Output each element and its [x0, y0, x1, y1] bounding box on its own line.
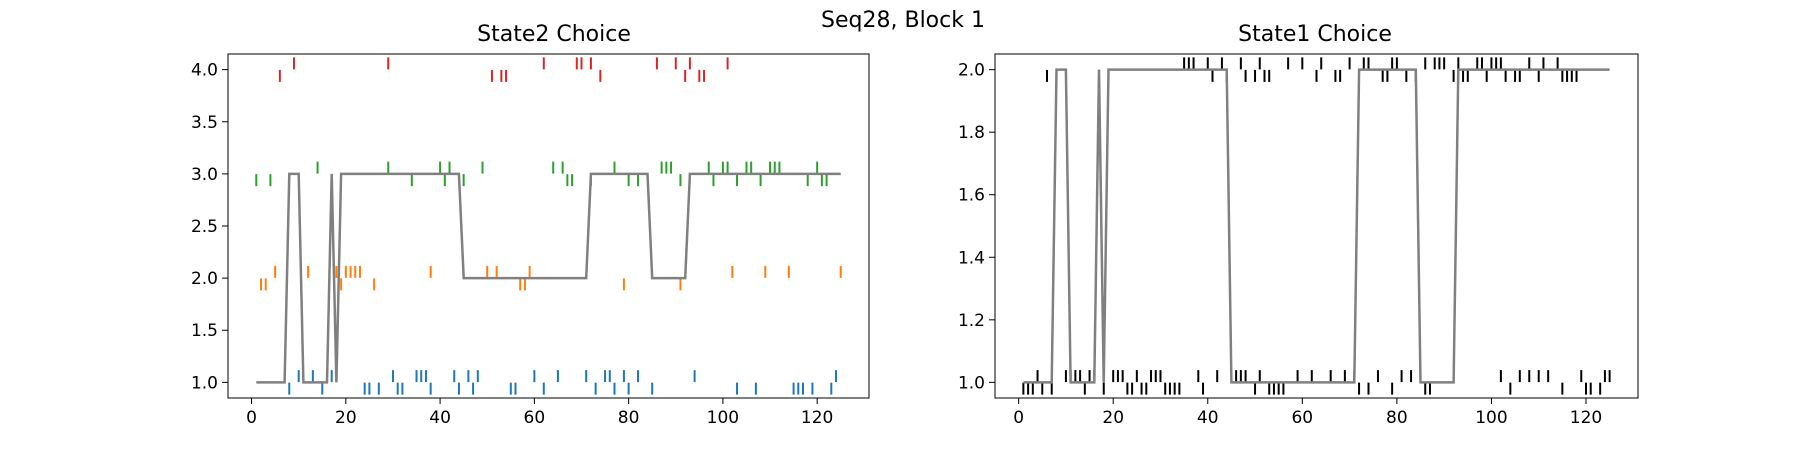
- left-chart-ytick-label: 4.0: [191, 61, 218, 81]
- right-chart-xtick-label: 80: [1386, 408, 1408, 428]
- left-chart-xtick-label: 100: [707, 408, 739, 428]
- left-chart-ytick-label: 1.5: [191, 321, 218, 341]
- left-chart-choice-line: [256, 172, 841, 384]
- left-chart-ytick-label: 1.0: [191, 373, 218, 393]
- right-chart-ytick-label: 1.2: [958, 311, 985, 331]
- right-chart-title: State1 Choice: [1238, 22, 1392, 47]
- left-chart-xtick-label: 20: [335, 408, 357, 428]
- left-chart-xtick-label: 40: [429, 408, 451, 428]
- right-chart-xtick-label: 60: [1291, 408, 1313, 428]
- figure-suptitle: Seq28, Block 1: [821, 8, 985, 33]
- left-chart-xtick-label: 60: [524, 408, 546, 428]
- right-chart-xtick-label: 100: [1475, 408, 1507, 428]
- right-chart-ytick-label: 1.8: [958, 123, 985, 143]
- right-chart-xtick-label: 120: [1570, 408, 1602, 428]
- left-chart-frame: [227, 53, 870, 399]
- right-chart-ytick-label: 1.0: [958, 373, 985, 393]
- right-chart-choice-line: [1023, 68, 1610, 384]
- left-chart-content: 0 20 40 60 80 100 120 1.0 1.5 2.0 2.5 3.0 3.5 4.0: [191, 57, 842, 428]
- left-chart-xtick-label: 80: [618, 408, 640, 428]
- right-chart-ytick-label: 1.4: [958, 248, 985, 268]
- right-chart-content: 0 20 40 60 80 100 120 1.0 1.2 1.4 1.6 1.8 2.0: [958, 57, 1611, 428]
- right-chart-xtick-label: 40: [1197, 408, 1219, 428]
- left-chart-xtick-label: 120: [801, 408, 833, 428]
- right-chart: State1 Choice 0 20 40 60 80 100 120 1.0 1.2 1.4 1.…: [958, 22, 1639, 428]
- right-chart-ytick-label: 1.6: [958, 186, 985, 206]
- right-chart-xtick-label: 0: [1013, 408, 1024, 428]
- right-chart-ytick-label: 2.0: [958, 61, 985, 81]
- left-chart-ytick-label: 2.5: [191, 217, 218, 237]
- left-chart-ytick-label: 2.0: [191, 269, 218, 289]
- left-chart: State2 Choice 0 20 40 60 80 100 120 1.0 1.5 2.0 2.…: [191, 22, 870, 428]
- left-chart-title: State2 Choice: [477, 22, 631, 47]
- left-chart-ytick-label: 3.5: [191, 113, 218, 133]
- left-chart-ytick-label: 3.0: [191, 165, 218, 185]
- right-chart-frame: [994, 53, 1639, 399]
- left-chart-xtick-label: 0: [246, 408, 257, 428]
- right-chart-xtick-label: 20: [1102, 408, 1124, 428]
